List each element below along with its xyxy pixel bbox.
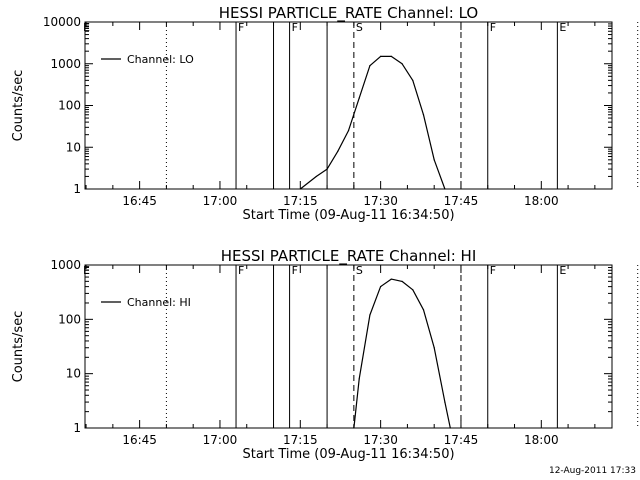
y-tick-label: 10000 — [43, 15, 81, 29]
y-axis-label: Counts/sec — [11, 70, 26, 142]
x-tick-label: 17:45 — [444, 194, 479, 208]
event-marker-label: F — [238, 264, 244, 277]
x-tick-label: 18:00 — [524, 194, 559, 208]
data-point — [412, 79, 414, 81]
data-point — [422, 309, 425, 311]
chart-title: HESSI PARTICLE_RATE Channel: LO — [219, 4, 478, 23]
data-point — [358, 378, 360, 380]
y-tick-label: 1000 — [50, 258, 81, 272]
data-point — [433, 347, 435, 349]
data-point — [412, 289, 414, 291]
plot-frame — [84, 21, 613, 190]
x-tick-label: 17:00 — [203, 433, 238, 447]
x-axis-label: Start Time (09-Aug-11 16:34:50) — [242, 208, 454, 223]
series-line-0 — [299, 55, 446, 190]
y-tick-label: 1 — [73, 421, 81, 435]
plot-frame — [84, 264, 613, 429]
chart-panel-hi: HESSI PARTICLE_RATE Channel: HI Start Tim… — [11, 247, 639, 462]
data-point — [390, 278, 392, 280]
data-point — [315, 175, 317, 178]
timestamp-stamp: 12-Aug-2011 17:33 — [548, 466, 636, 476]
data-point — [369, 314, 371, 316]
event-marker-label: F — [490, 264, 496, 277]
data-point — [444, 401, 446, 403]
event-marker-label: S — [356, 264, 363, 277]
event-marker-label: S — [356, 21, 363, 34]
data-point — [326, 168, 328, 170]
data-point — [299, 188, 301, 190]
x-tick-label: 17:30 — [363, 194, 398, 208]
data-point — [353, 427, 355, 429]
y-tick-label: 10 — [66, 140, 81, 154]
y-tick-label: 100 — [58, 312, 81, 326]
data-point — [433, 159, 435, 161]
data-point — [369, 65, 371, 67]
data-point — [422, 114, 425, 116]
x-tick-label: 18:00 — [524, 433, 559, 447]
data-point — [401, 280, 403, 282]
y-tick-label: 10 — [66, 367, 81, 381]
event-marker-label: E — [83, 264, 90, 277]
data-point — [347, 130, 350, 132]
data-point — [337, 150, 339, 152]
x-tick-label: 16:45 — [122, 433, 157, 447]
data-point — [444, 188, 446, 190]
chart-title: HESSI PARTICLE_RATE Channel: HI — [221, 247, 477, 266]
legend-label: Channel: LO — [127, 53, 194, 66]
x-tick-label: 17:15 — [283, 194, 318, 208]
x-tick-label: 17:45 — [444, 433, 479, 447]
event-marker-label: E — [559, 21, 566, 34]
x-axis-label: Start Time (09-Aug-11 16:34:50) — [242, 447, 454, 462]
x-tick-label: 17:30 — [363, 433, 398, 447]
data-point — [358, 97, 360, 99]
y-axis-label: Counts/sec — [11, 311, 26, 383]
y-tick-label: 100 — [58, 99, 81, 113]
x-tick-label: 16:45 — [122, 194, 157, 208]
y-tick-label: 1 — [73, 182, 81, 196]
event-marker-label: F — [292, 21, 298, 34]
event-marker-label: E — [559, 264, 566, 277]
legend-label: Channel: HI — [127, 296, 191, 309]
chart-panel-lo: HESSI PARTICLE_RATE Channel: LO Start Tim… — [11, 4, 639, 223]
series-line-0 — [353, 278, 451, 429]
data-point — [380, 55, 382, 57]
y-tick-label: 1000 — [50, 57, 81, 71]
data-point — [449, 427, 451, 429]
event-marker-label: F — [490, 21, 496, 34]
event-marker-label: F — [292, 264, 298, 277]
data-point — [390, 55, 392, 57]
x-tick-label: 17:00 — [203, 194, 238, 208]
event-marker-label: E — [83, 21, 90, 34]
data-point — [380, 286, 382, 288]
event-marker-label: F — [238, 21, 244, 34]
x-tick-label: 17:15 — [283, 433, 318, 447]
data-point — [401, 63, 403, 65]
